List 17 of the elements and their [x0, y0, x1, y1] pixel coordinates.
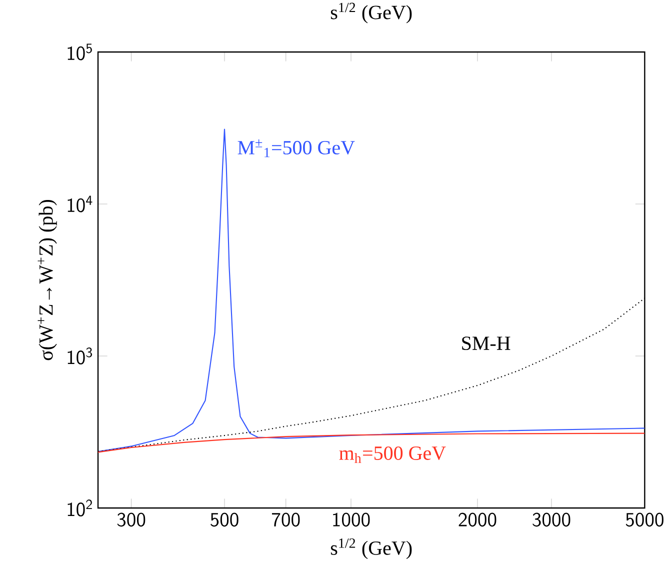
- y-axis-title: σ(W$^{+}$Z→W$^{+}$Z) (pb): [38, 200, 57, 360]
- y-tick-label: 10$^{5}$: [68, 44, 92, 60]
- x-tick-label: 500: [210, 512, 238, 527]
- series-label: SM-H: [462, 336, 510, 350]
- x-tick-label: 5000: [626, 512, 664, 527]
- series-label: m$_{h}$=500 GeV: [339, 446, 446, 463]
- y-tick-label: 10$^{4}$: [68, 196, 92, 212]
- x-tick-label: 2000: [458, 512, 496, 527]
- x-axis-title: s$^{1/2}$ (GeV): [330, 538, 412, 559]
- x-tick-label: 700: [272, 512, 300, 527]
- x-tick-label: 1000: [333, 512, 370, 527]
- x-tick-label: 300: [117, 512, 146, 527]
- y-tick-label: 10$^{2}$: [68, 500, 92, 516]
- x2-axis-title: s$^{1/2}$ (GeV): [330, 2, 412, 24]
- series-label: M$^{±}$$_{1}$=500 GeV: [238, 139, 355, 158]
- y-tick-label: 10$^{3}$: [68, 348, 92, 364]
- x-tick-label: 3000: [532, 512, 570, 527]
